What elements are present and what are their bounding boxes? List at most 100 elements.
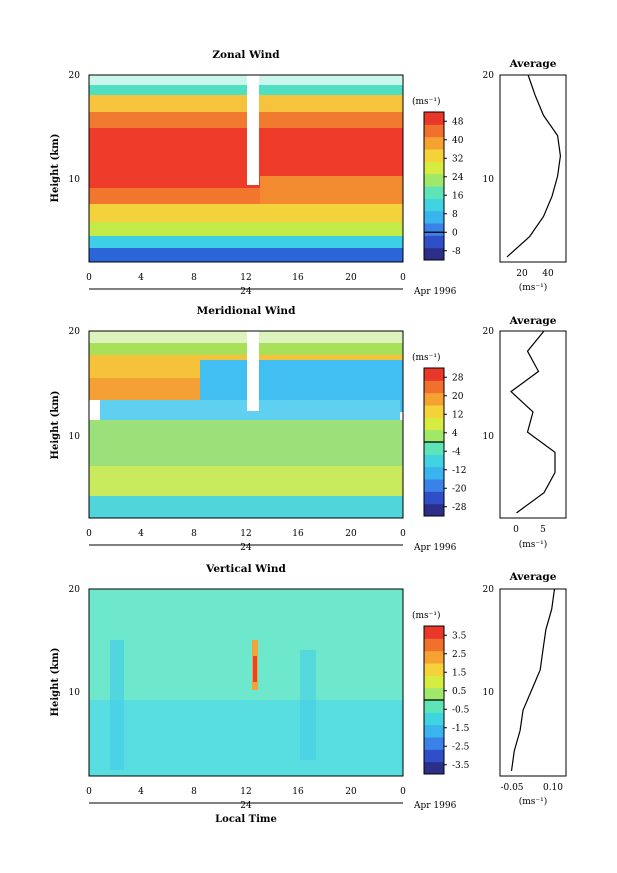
- colorbar-tick-label: -20: [452, 484, 467, 494]
- zonal-band-core-right: [260, 176, 403, 204]
- meridional-colorbar-scale: 28 20 12 4 -4 -12 -20 -28: [423, 367, 467, 517]
- zonal-average-panel: Average 20 10 20 40 (ms⁻¹): [483, 58, 567, 293]
- meridional-x-tick-4: 4: [138, 529, 144, 539]
- zonal-average-x-tick-1: 40: [542, 269, 554, 279]
- local-time-axis-label: Local Time: [215, 814, 277, 825]
- vertical-date-marker: 24: [240, 801, 252, 811]
- colorbar-tick-label: 12: [452, 410, 463, 420]
- colorbar-segment: [424, 638, 444, 652]
- colorbar-tick-label: 20: [452, 392, 464, 402]
- colorbar-segment: [424, 737, 444, 750]
- zonal-height-axis: 20 10 Height (km): [50, 71, 80, 202]
- zonal-plot-frame: [88, 74, 404, 263]
- colorbar-segment: [424, 405, 444, 418]
- colorbar-tick-label: 24: [452, 173, 464, 183]
- meridional-y-tick-10: 10: [69, 432, 81, 442]
- vertical-wind-title: Vertical Wind: [205, 563, 286, 575]
- meridional-band-low: [89, 496, 403, 518]
- colorbar-segment: [424, 368, 444, 381]
- colorbar-segment: [424, 210, 444, 224]
- vertical-y-axis-label: Height (km): [50, 648, 61, 717]
- zonal-x-tick-8: 8: [191, 273, 197, 283]
- colorbar-tick-label: 2.5: [452, 650, 467, 660]
- zonal-average-y-tick-10: 10: [483, 175, 495, 185]
- vertical-average-x-tick-0: -0.05: [500, 783, 523, 793]
- colorbar-segment: [424, 626, 444, 639]
- meridional-band-mid-2: [89, 466, 403, 500]
- meridional-average-y-tick-20: 20: [483, 327, 495, 337]
- vertical-average-x-label: (ms⁻¹): [519, 796, 548, 807]
- vertical-x-tick-4: 4: [138, 787, 144, 797]
- colorbar-tick-label: -4: [452, 447, 461, 457]
- meridional-x-tick-12: 12: [240, 529, 251, 539]
- colorbar-tick-label: 48: [452, 117, 464, 127]
- colorbar-segment: [424, 173, 444, 187]
- colorbar-segment: [424, 112, 444, 125]
- meridional-average-title: Average: [509, 315, 557, 327]
- vertical-height-axis: 20 10 Height (km): [50, 585, 80, 716]
- colorbar-segment: [424, 161, 444, 175]
- zonal-y-tick-10: 10: [69, 175, 81, 185]
- meridional-wind-heatmap: [89, 331, 403, 518]
- meridional-plot-frame: [88, 330, 404, 519]
- vertical-average-title: Average: [509, 571, 557, 583]
- zonal-colorbar: (ms⁻¹) 48 40 32 24 16 8 0 -8: [412, 96, 464, 261]
- vertical-average-profile-line: [510, 588, 556, 771]
- meridional-average-x-tick-0: 0: [513, 525, 519, 535]
- zonal-colorbar-unit: (ms⁻¹): [412, 96, 441, 107]
- zonal-band-upper-2: [89, 112, 403, 132]
- colorbar-tick-label: 4: [452, 429, 458, 439]
- vertical-x-tick-20: 20: [345, 787, 357, 797]
- zonal-average-x-tick-0: 20: [516, 269, 528, 279]
- colorbar-segment: [424, 417, 444, 431]
- zonal-band-upper: [89, 95, 403, 115]
- colorbar-segment: [424, 124, 444, 138]
- vertical-x-tick-0: 0: [86, 787, 92, 797]
- zonal-average-y-tick-20: 20: [483, 71, 495, 81]
- zonal-band-floor: [89, 248, 403, 262]
- meridional-x-tick-0: 0: [86, 529, 92, 539]
- meridional-gap-column: [247, 331, 259, 411]
- vertical-x-tick-16: 16: [292, 787, 304, 797]
- colorbar-segment: [424, 454, 444, 468]
- zonal-x-tick-0: 0: [86, 273, 92, 283]
- colorbar-segment: [424, 479, 444, 492]
- vertical-x-tick-8: 8: [191, 787, 197, 797]
- zonal-average-x-label: (ms⁻¹): [519, 282, 548, 293]
- vertical-time-axis: 0 4 8 12 16 20 0 24 Apr 1996 Local Time: [86, 787, 456, 825]
- colorbar-segment: [424, 198, 444, 212]
- zonal-wind-title: Zonal Wind: [212, 49, 280, 61]
- colorbar-segment: [424, 136, 444, 150]
- meridional-gap-top: [89, 331, 403, 343]
- meridional-average-x-label: (ms⁻¹): [519, 539, 548, 550]
- zonal-band-low-2: [89, 222, 403, 238]
- vertical-y-tick-20: 20: [69, 585, 81, 595]
- colorbar-segment: [424, 700, 444, 713]
- zonal-band-low: [89, 204, 403, 226]
- colorbar-tick-label: 3.5: [452, 631, 467, 641]
- colorbar-tick-label: 0: [452, 228, 458, 238]
- vertical-colorbar: (ms⁻¹) 3.5 2.5 1.5 0.5 -0.5 -1.5 -2.5 -3.5: [412, 610, 470, 775]
- colorbar-segment: [424, 675, 444, 689]
- meridional-time-axis: 0 4 8 12 16 20 0 24 Apr 1996: [86, 529, 456, 553]
- colorbar-segment: [424, 687, 444, 701]
- colorbar-tick-label: -0.5: [452, 705, 470, 715]
- meridional-x-tick-16: 16: [292, 529, 304, 539]
- colorbar-segment: [424, 380, 444, 394]
- colorbar-tick-label: -8: [452, 247, 461, 257]
- zonal-x-tick-4: 4: [138, 273, 144, 283]
- vertical-average-frame: [499, 588, 567, 777]
- meridional-x-tick-20: 20: [345, 529, 357, 539]
- colorbar-tick-label: 32: [452, 154, 463, 164]
- vertical-band-strip-a: [110, 640, 124, 770]
- meridional-x-tick-8: 8: [191, 529, 197, 539]
- meridional-wind-panel: Meridional Wind 20 10 Height (km) 0 4 8 …: [50, 305, 567, 553]
- colorbar-tick-label: 28: [452, 373, 464, 383]
- vertical-date-label: Apr 1996: [413, 801, 457, 811]
- colorbar-tick-label: -3.5: [452, 761, 470, 771]
- colorbar-segment: [424, 223, 444, 236]
- colorbar-segment: [424, 392, 444, 406]
- meridional-y-tick-20: 20: [69, 327, 81, 337]
- meridional-colorbar-unit: (ms⁻¹): [412, 352, 441, 363]
